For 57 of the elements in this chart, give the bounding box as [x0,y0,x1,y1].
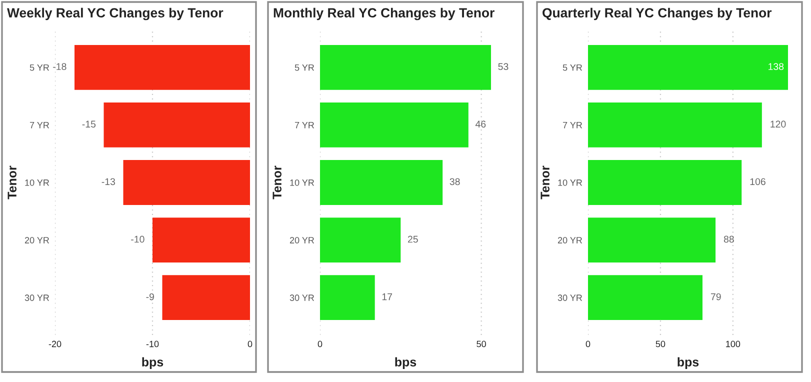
chart-title: Monthly Real YC Changes by Tenor [274,8,494,20]
y-tick-label: 5 YR [562,64,582,71]
data-label: 138 [768,63,784,70]
x-tick-label: -20 [48,340,62,348]
y-axis-title: Tenor [540,166,550,200]
y-tick-label: 20 YR [290,237,314,244]
data-label: 88 [724,236,734,243]
data-label: 38 [450,178,460,186]
bar [588,102,762,148]
data-label: -13 [102,178,116,186]
bar [320,160,443,205]
y-tick-label: 5 YR [30,64,50,71]
x-tick-label: 100 [726,340,740,348]
bar [588,275,702,320]
chart-title: Weekly Real YC Changes by Tenor [7,8,224,20]
bar [320,218,401,262]
y-tick-label: 30 YR [24,294,50,301]
chart-title: Quarterly Real YC Changes by Tenor [542,8,772,20]
data-label: -10 [131,236,144,243]
x-tick-label: 0 [586,340,590,348]
y-tick-label: 30 YR [290,294,314,301]
x-tick-label: 0 [248,340,252,348]
y-tick-label: 10 YR [25,179,50,186]
bar [588,160,742,205]
data-label: 17 [382,293,392,300]
bar [588,218,716,262]
data-label: 106 [750,178,766,186]
x-axis-title: bps [678,357,699,369]
x-tick-label: 50 [656,340,666,348]
y-axis-title: Tenor [272,166,282,200]
y-tick-label: 10 YR [558,179,582,186]
data-label: -15 [82,120,96,128]
data-label: 53 [498,63,508,70]
y-tick-label: 30 YR [558,294,582,301]
y-tick-label: 20 YR [24,237,50,244]
y-axis-title: Tenor [8,166,16,200]
x-axis-title: bps [142,357,164,369]
bar [320,44,491,90]
bar [320,102,468,148]
bar [320,275,375,320]
y-tick-label: 10 YR [290,179,314,186]
data-label: 46 [475,120,486,128]
y-tick-label: 5 YR [294,64,314,71]
data-label: -18 [53,63,66,70]
y-tick-label: 7 YR [30,122,50,128]
data-label: 79 [710,293,721,300]
data-label: 120 [770,120,786,128]
x-tick-label: 50 [476,340,486,348]
bar [588,44,788,90]
y-tick-label: 7 YR [294,122,314,128]
data-label: 25 [408,236,418,243]
x-tick-label: 0 [318,340,322,348]
y-tick-label: 7 YR [562,122,582,128]
data-label: -9 [146,293,154,300]
x-axis-title: bps [395,357,416,369]
x-tick-label: -10 [146,340,159,348]
y-tick-label: 20 YR [558,237,582,244]
